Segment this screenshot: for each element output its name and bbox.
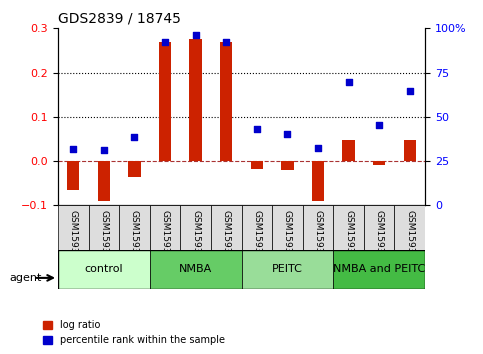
Text: GSM159383: GSM159383 <box>191 210 200 265</box>
Point <box>100 147 108 153</box>
FancyBboxPatch shape <box>303 205 333 250</box>
Bar <box>159 42 171 161</box>
Text: GSM159384: GSM159384 <box>222 210 231 265</box>
FancyBboxPatch shape <box>58 250 150 289</box>
Point <box>192 32 199 38</box>
FancyBboxPatch shape <box>242 250 333 289</box>
FancyBboxPatch shape <box>272 205 303 250</box>
Bar <box>251 161 263 169</box>
FancyBboxPatch shape <box>88 205 119 250</box>
Bar <box>312 161 324 201</box>
Bar <box>67 161 79 190</box>
Text: GSM159388: GSM159388 <box>344 210 353 265</box>
Bar <box>128 161 141 177</box>
Legend: log ratio, percentile rank within the sample: log ratio, percentile rank within the sa… <box>39 316 229 349</box>
FancyBboxPatch shape <box>333 250 425 289</box>
Point <box>375 122 383 128</box>
Text: NMBA and PEITC: NMBA and PEITC <box>333 264 425 274</box>
Text: control: control <box>85 264 123 274</box>
FancyBboxPatch shape <box>58 205 88 250</box>
Text: GSM159389: GSM159389 <box>375 210 384 265</box>
FancyBboxPatch shape <box>242 205 272 250</box>
Bar <box>189 39 202 161</box>
FancyBboxPatch shape <box>119 205 150 250</box>
FancyBboxPatch shape <box>180 205 211 250</box>
Text: GSM159378: GSM159378 <box>130 210 139 265</box>
Point <box>406 88 413 94</box>
FancyBboxPatch shape <box>364 205 395 250</box>
Text: GSM159381: GSM159381 <box>160 210 170 265</box>
Bar <box>220 42 232 161</box>
FancyBboxPatch shape <box>333 205 364 250</box>
Bar <box>342 140 355 161</box>
Text: GSM159390: GSM159390 <box>405 210 414 265</box>
Point <box>222 40 230 45</box>
Point <box>314 145 322 151</box>
Text: PEITC: PEITC <box>272 264 303 274</box>
Point <box>130 134 138 139</box>
Text: GSM159377: GSM159377 <box>99 210 108 265</box>
Point <box>70 146 77 152</box>
Point <box>161 39 169 45</box>
Bar <box>373 161 385 166</box>
FancyBboxPatch shape <box>395 205 425 250</box>
Text: GSM159385: GSM159385 <box>252 210 261 265</box>
Point <box>345 80 353 85</box>
Point <box>253 126 261 132</box>
FancyBboxPatch shape <box>211 205 242 250</box>
Bar <box>404 140 416 161</box>
Bar <box>281 161 294 170</box>
Text: NMBA: NMBA <box>179 264 212 274</box>
Text: GSM159386: GSM159386 <box>283 210 292 265</box>
Text: GDS2839 / 18745: GDS2839 / 18745 <box>58 12 181 26</box>
Text: GSM159387: GSM159387 <box>313 210 323 265</box>
Point <box>284 131 291 136</box>
FancyBboxPatch shape <box>150 250 242 289</box>
FancyBboxPatch shape <box>150 205 180 250</box>
Text: GSM159376: GSM159376 <box>69 210 78 265</box>
Text: agent: agent <box>10 273 42 283</box>
Bar <box>98 161 110 201</box>
